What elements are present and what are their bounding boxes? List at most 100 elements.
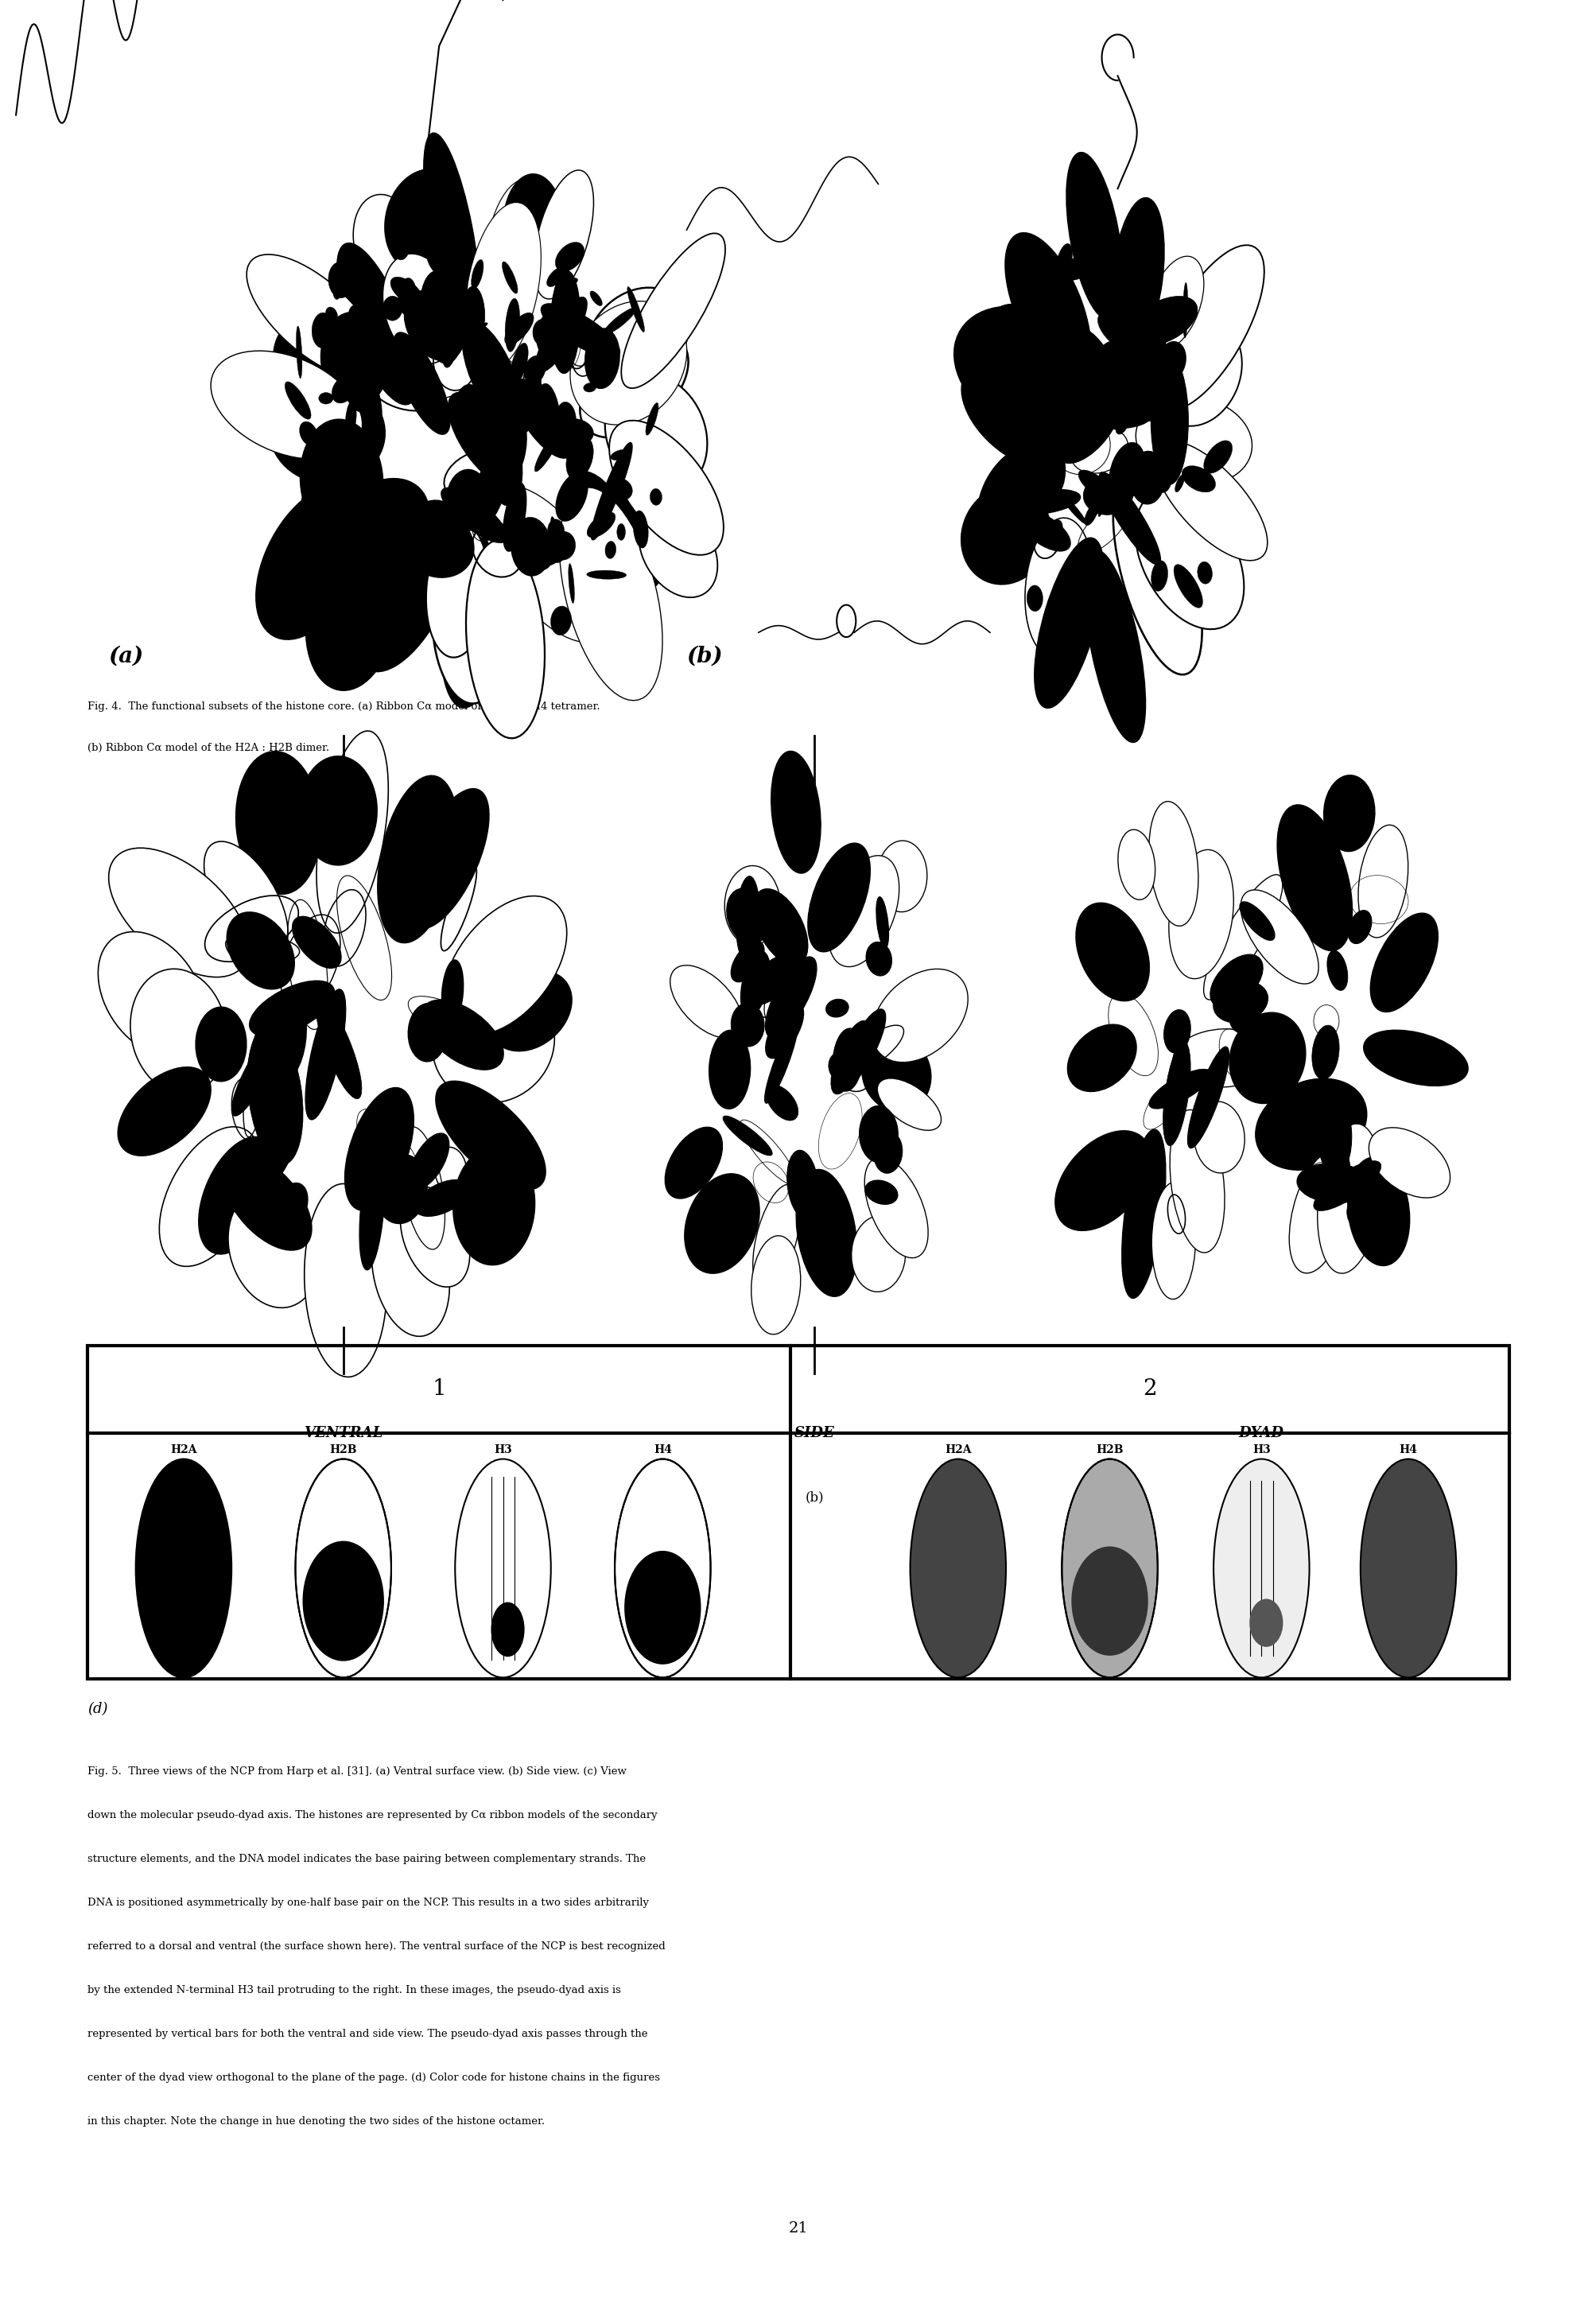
Text: (c): (c) [1251, 1490, 1270, 1504]
Ellipse shape [638, 506, 717, 598]
Ellipse shape [1314, 1162, 1381, 1210]
Text: 21: 21 [788, 2222, 808, 2236]
Ellipse shape [1057, 386, 1076, 416]
Ellipse shape [1098, 478, 1111, 518]
Ellipse shape [535, 430, 560, 471]
Ellipse shape [614, 1458, 710, 1677]
Ellipse shape [442, 897, 567, 1035]
Ellipse shape [1079, 382, 1108, 398]
Ellipse shape [431, 306, 461, 333]
Ellipse shape [136, 1458, 231, 1677]
Ellipse shape [650, 488, 662, 506]
Text: (d): (d) [88, 1702, 109, 1716]
Ellipse shape [1104, 570, 1114, 623]
Ellipse shape [634, 405, 697, 483]
Text: 2: 2 [1143, 1378, 1156, 1401]
Ellipse shape [551, 531, 575, 559]
Text: down the molecular pseudo-dyad axis. The histones are represented by Cα ribbon m: down the molecular pseudo-dyad axis. The… [88, 1810, 658, 1819]
Ellipse shape [1240, 890, 1318, 984]
Ellipse shape [300, 419, 383, 540]
Ellipse shape [1096, 340, 1176, 421]
Ellipse shape [316, 731, 388, 934]
Ellipse shape [557, 419, 592, 444]
Ellipse shape [322, 472, 388, 538]
Ellipse shape [447, 469, 490, 531]
Ellipse shape [321, 313, 388, 407]
Ellipse shape [270, 380, 385, 483]
Ellipse shape [1079, 384, 1120, 432]
Ellipse shape [1277, 805, 1352, 950]
Ellipse shape [353, 501, 460, 672]
Ellipse shape [579, 333, 688, 437]
Ellipse shape [1194, 1102, 1243, 1173]
Ellipse shape [297, 327, 302, 380]
Ellipse shape [830, 1021, 870, 1095]
Ellipse shape [1055, 1132, 1151, 1231]
Ellipse shape [426, 324, 439, 356]
Text: H4: H4 [653, 1444, 672, 1456]
Text: referred to a dorsal and ventral (the surface shown here). The ventral surface o: referred to a dorsal and ventral (the su… [88, 1941, 666, 1950]
Ellipse shape [541, 554, 557, 566]
Ellipse shape [605, 540, 616, 559]
Ellipse shape [533, 170, 594, 299]
Ellipse shape [1203, 874, 1282, 1000]
Ellipse shape [796, 1168, 857, 1297]
Ellipse shape [910, 1458, 1005, 1677]
Ellipse shape [1130, 451, 1165, 504]
Text: center of the dyad view orthogonal to the plane of the page. (d) Color code for : center of the dyad view orthogonal to th… [88, 2072, 661, 2082]
Ellipse shape [961, 363, 1066, 467]
Ellipse shape [385, 170, 466, 271]
Ellipse shape [1076, 352, 1085, 389]
Ellipse shape [533, 320, 554, 347]
Ellipse shape [1149, 1070, 1211, 1109]
Ellipse shape [1034, 538, 1103, 708]
Ellipse shape [621, 232, 725, 389]
Ellipse shape [195, 1007, 246, 1081]
Ellipse shape [375, 1155, 426, 1224]
Ellipse shape [415, 1180, 469, 1217]
Ellipse shape [453, 1145, 535, 1265]
Ellipse shape [750, 1235, 800, 1334]
Ellipse shape [345, 1088, 413, 1210]
Ellipse shape [1175, 474, 1184, 492]
Ellipse shape [506, 534, 520, 550]
Ellipse shape [1060, 258, 1088, 281]
Ellipse shape [1149, 308, 1162, 333]
Ellipse shape [828, 1053, 851, 1081]
Ellipse shape [397, 278, 417, 315]
Ellipse shape [501, 262, 517, 294]
Ellipse shape [1156, 467, 1171, 492]
Ellipse shape [433, 982, 554, 1104]
Ellipse shape [1049, 520, 1061, 536]
Ellipse shape [555, 241, 584, 271]
Ellipse shape [741, 952, 769, 1017]
Ellipse shape [326, 306, 337, 322]
Text: (a): (a) [109, 646, 144, 667]
Ellipse shape [303, 1541, 385, 1661]
Ellipse shape [1096, 253, 1116, 281]
Ellipse shape [1138, 281, 1148, 313]
Ellipse shape [610, 451, 629, 460]
Ellipse shape [472, 444, 511, 527]
Ellipse shape [1238, 902, 1274, 941]
Ellipse shape [305, 545, 396, 690]
Ellipse shape [825, 998, 847, 1017]
Ellipse shape [1254, 1079, 1366, 1171]
Ellipse shape [603, 345, 613, 382]
Ellipse shape [523, 356, 546, 384]
Ellipse shape [471, 260, 484, 290]
Ellipse shape [535, 297, 587, 373]
Ellipse shape [1117, 830, 1154, 899]
Ellipse shape [342, 366, 372, 412]
Ellipse shape [1358, 826, 1408, 938]
Ellipse shape [504, 313, 533, 345]
Ellipse shape [1084, 504, 1098, 524]
Ellipse shape [1317, 1092, 1350, 1175]
Ellipse shape [961, 485, 1050, 584]
Ellipse shape [450, 322, 487, 343]
Ellipse shape [753, 890, 808, 966]
Ellipse shape [305, 989, 346, 1120]
Ellipse shape [1029, 356, 1042, 373]
Ellipse shape [1261, 1102, 1317, 1148]
Ellipse shape [764, 957, 816, 1037]
